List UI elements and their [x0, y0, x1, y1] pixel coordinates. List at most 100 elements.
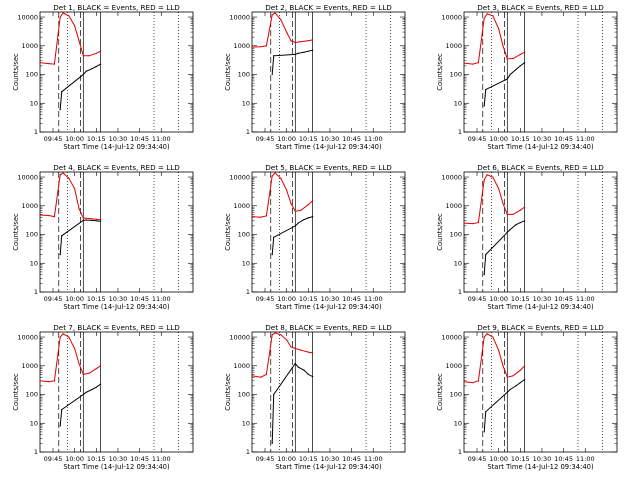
- y-tick-label: 100: [26, 231, 38, 239]
- events-point: [307, 217, 309, 219]
- events-point: [485, 254, 487, 256]
- lld-point: [100, 50, 102, 52]
- events-point: [95, 386, 97, 388]
- x-tick-label: 11:00: [364, 135, 383, 143]
- events-point: [303, 51, 305, 53]
- plot-frame: [39, 11, 194, 133]
- y-tick-label: 1000: [21, 362, 38, 370]
- x-tick-label: 09:45: [468, 455, 487, 463]
- lld-series-line: [39, 12, 101, 65]
- x-axis-title: Start Time (14-Jul-12 09:34:40): [487, 463, 594, 471]
- y-tick-label: 1: [458, 288, 462, 296]
- lld-point: [498, 187, 500, 190]
- x-tick-label: 10:45: [342, 135, 361, 143]
- x-tick-label: 10:15: [87, 295, 106, 303]
- lld-point: [260, 376, 262, 378]
- lld-point: [307, 204, 309, 206]
- y-tick-label: 10: [242, 419, 250, 427]
- x-tick-label: 09:45: [256, 295, 275, 303]
- events-point: [312, 376, 314, 378]
- plot-frame: [39, 171, 194, 293]
- y-tick-label: 10: [242, 259, 250, 267]
- events-point: [85, 391, 87, 393]
- events-point: [61, 235, 63, 237]
- events-point: [485, 411, 487, 413]
- x-axis-title: Start Time (14-Jul-12 09:34:40): [487, 143, 594, 151]
- lld-point: [62, 172, 64, 174]
- y-axis-title: Counts/sec: [436, 53, 444, 91]
- y-tick-label: 1: [246, 448, 250, 456]
- y-tick-label: 1: [458, 128, 462, 136]
- y-tick-label: 100: [238, 71, 250, 79]
- y-tick-label: 10: [242, 99, 250, 107]
- events-point: [509, 73, 511, 76]
- lld-point: [62, 333, 64, 335]
- lld-point: [502, 202, 504, 205]
- lld-point: [95, 52, 97, 54]
- lld-point: [477, 380, 480, 382]
- x-tick-label: 10:30: [533, 455, 552, 463]
- events-point: [483, 105, 485, 107]
- x-tick-label: 09:45: [256, 135, 275, 143]
- lld-point: [519, 209, 521, 211]
- x-tick-label: 10:30: [533, 135, 552, 143]
- lld-series-line: [39, 333, 101, 383]
- lld-point: [39, 380, 41, 382]
- x-tick-label: 10:30: [321, 295, 340, 303]
- lld-point: [74, 25, 76, 27]
- lld-point: [307, 40, 309, 42]
- y-tick-label: 10000: [229, 333, 250, 341]
- events-point: [519, 382, 521, 384]
- lld-point: [280, 177, 282, 179]
- lld-point: [472, 223, 474, 225]
- y-tick-label: 10: [30, 99, 38, 107]
- y-axis-title: Counts/sec: [224, 53, 232, 91]
- lld-point: [74, 347, 76, 350]
- y-tick-label: 10: [30, 419, 38, 427]
- y-tick-label: 10000: [441, 333, 462, 341]
- lld-point: [492, 176, 494, 178]
- events-point: [59, 425, 61, 427]
- lld-point: [82, 217, 84, 219]
- panel-det-2: Det 2, BLACK = Events, RED = LLD 1 10 100 10…: [224, 3, 406, 151]
- lld-point: [506, 58, 508, 60]
- x-tick-label: 11:00: [576, 455, 595, 463]
- events-point: [294, 53, 296, 56]
- y-axis-title: Counts/sec: [436, 373, 444, 411]
- y-axis-title: Counts/sec: [224, 213, 232, 251]
- y-axis-title: Counts/sec: [436, 213, 444, 251]
- events-point: [82, 393, 84, 396]
- events-point: [307, 50, 309, 52]
- lld-point: [251, 216, 253, 218]
- lld-point: [483, 179, 485, 181]
- y-axis-title: Counts/sec: [12, 373, 20, 411]
- panel-title: Det 4, BLACK = Events, RED = LLD: [53, 163, 180, 172]
- y-tick-label: 10: [30, 259, 38, 267]
- lld-point: [483, 17, 485, 19]
- x-tick-label: 10:00: [277, 455, 296, 463]
- y-tick-label: 100: [450, 71, 462, 79]
- events-point: [95, 220, 97, 222]
- lld-point: [78, 207, 80, 210]
- plot-frame: [251, 11, 406, 133]
- lld-point: [260, 216, 262, 218]
- x-tick-label: 10:00: [65, 295, 84, 303]
- events-point: [100, 220, 102, 222]
- lld-point: [271, 334, 273, 336]
- lld-point: [463, 62, 465, 64]
- x-tick-label: 10:30: [109, 295, 128, 303]
- lld-point: [59, 336, 61, 338]
- y-tick-label: 10000: [17, 333, 38, 341]
- lld-point: [307, 351, 309, 353]
- events-point: [524, 62, 526, 64]
- x-tick-label: 11:00: [152, 455, 171, 463]
- y-axis-title: Counts/sec: [12, 53, 20, 91]
- events-point: [61, 408, 63, 411]
- x-tick-label: 10:15: [87, 135, 106, 143]
- events-point: [307, 373, 309, 376]
- lld-point: [290, 202, 292, 205]
- y-tick-label: 10000: [17, 173, 38, 181]
- lld-point: [486, 333, 488, 335]
- x-tick-label: 10:15: [87, 455, 106, 463]
- events-point: [506, 78, 508, 80]
